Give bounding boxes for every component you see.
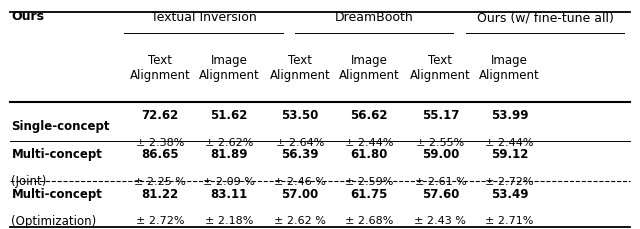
Text: Text
Alignment: Text Alignment [410, 55, 471, 82]
Text: Text
Alignment: Text Alignment [269, 55, 330, 82]
Text: 81.89: 81.89 [211, 148, 248, 161]
Text: 86.65: 86.65 [141, 148, 179, 161]
Text: ± 2.55%: ± 2.55% [416, 138, 465, 147]
Text: 59.12: 59.12 [491, 148, 528, 161]
Text: ± 2.71%: ± 2.71% [485, 216, 534, 226]
Text: ± 2.44%: ± 2.44% [345, 138, 393, 147]
Text: 57.00: 57.00 [282, 188, 319, 201]
Text: 56.39: 56.39 [281, 148, 319, 161]
Text: 55.17: 55.17 [422, 109, 459, 122]
Text: ± 2.44%: ± 2.44% [485, 138, 534, 147]
Text: ± 2.38%: ± 2.38% [136, 138, 184, 147]
Text: ± 2.61 %: ± 2.61 % [415, 177, 467, 187]
Text: ± 2.25 %: ± 2.25 % [134, 177, 186, 187]
Text: ± 2.43 %: ± 2.43 % [415, 216, 467, 226]
Text: 53.50: 53.50 [281, 109, 319, 122]
Text: ± 2.46 %: ± 2.46 % [274, 177, 326, 187]
Text: Text
Alignment: Text Alignment [130, 55, 191, 82]
Text: Textual Inversion: Textual Inversion [150, 11, 257, 25]
Text: 83.11: 83.11 [211, 188, 248, 201]
Text: 57.60: 57.60 [422, 188, 459, 201]
Text: ± 2.59%: ± 2.59% [345, 177, 393, 187]
Text: ± 2.62%: ± 2.62% [205, 138, 253, 147]
Text: Multi-concept: Multi-concept [12, 148, 102, 161]
Text: 56.62: 56.62 [350, 109, 388, 122]
Text: ± 2.64%: ± 2.64% [276, 138, 324, 147]
Text: ± 2.62 %: ± 2.62 % [274, 216, 326, 226]
Text: 72.62: 72.62 [141, 109, 179, 122]
Text: ± 2.09 %: ± 2.09 % [203, 177, 255, 187]
Text: Ours (w/ fine-tune all): Ours (w/ fine-tune all) [477, 11, 614, 25]
Text: 59.00: 59.00 [422, 148, 459, 161]
Text: Ours: Ours [12, 10, 44, 23]
Text: Image
Alignment: Image Alignment [339, 55, 399, 82]
Text: (Joint): (Joint) [12, 175, 47, 188]
Text: ± 2.72%: ± 2.72% [485, 177, 534, 187]
Text: ± 2.72%: ± 2.72% [136, 216, 184, 226]
Text: 51.62: 51.62 [211, 109, 248, 122]
Text: Image
Alignment: Image Alignment [198, 55, 259, 82]
Text: (Optimization): (Optimization) [12, 215, 97, 228]
Text: 53.99: 53.99 [491, 109, 528, 122]
Text: 53.49: 53.49 [491, 188, 528, 201]
Text: 61.75: 61.75 [350, 188, 388, 201]
Text: ± 2.18%: ± 2.18% [205, 216, 253, 226]
Text: Single-concept: Single-concept [12, 120, 110, 133]
Text: 61.80: 61.80 [350, 148, 388, 161]
Text: DreamBooth: DreamBooth [335, 11, 413, 25]
Text: ± 2.68%: ± 2.68% [345, 216, 393, 226]
Text: Image
Alignment: Image Alignment [479, 55, 540, 82]
Text: 81.22: 81.22 [141, 188, 179, 201]
Text: Multi-concept: Multi-concept [12, 188, 102, 201]
